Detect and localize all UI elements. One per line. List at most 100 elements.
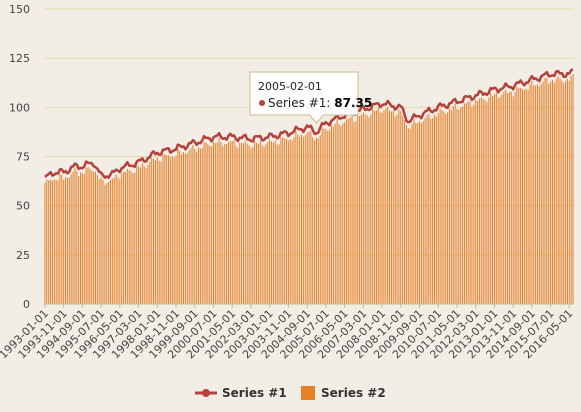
legend-label-series-2: Series #2 [321,386,386,400]
bar [252,146,254,304]
bar [50,179,52,304]
bar [417,123,419,305]
bar [246,143,248,304]
bar [233,139,235,304]
bar [160,161,162,304]
bar [179,151,181,304]
bar [555,78,557,304]
bar [447,112,449,305]
bar [531,80,533,305]
bar [293,137,295,304]
bar [403,120,406,305]
bar [315,137,318,304]
bar [477,100,479,304]
legend-marker-icon [202,389,210,397]
bar [115,174,117,304]
bar [263,147,265,304]
bar [389,110,391,304]
bar [85,167,87,304]
bar [239,142,241,304]
bar [495,93,497,305]
bar [536,84,538,304]
bar [342,123,344,304]
bar [364,114,366,305]
bar [330,125,332,304]
bar [212,142,215,304]
bar [454,103,456,304]
bar [508,92,510,305]
bar [503,91,505,304]
bar [312,137,314,304]
bar [102,179,104,304]
bar [533,85,535,304]
bar [286,138,288,304]
bar [349,117,351,304]
bar [437,113,439,305]
bar [546,78,548,304]
legend-bar-icon [301,386,315,400]
bar [96,175,98,304]
bar [289,139,291,304]
bar [214,143,216,304]
bar [222,146,224,304]
bar [254,140,256,304]
bar [514,92,516,305]
bar [257,143,259,304]
bar [98,179,100,304]
bar [359,116,361,304]
bar [505,89,507,305]
bar [130,171,132,304]
bar [360,114,362,304]
bar [132,173,134,304]
bar [411,124,413,304]
bar [104,184,106,304]
bar [220,142,222,304]
bar [70,174,72,304]
bar-series-2 [44,73,574,305]
bar [248,145,250,304]
legend-item-series-2[interactable]: Series #2 [301,386,386,400]
bar [183,152,185,304]
bar [66,177,68,304]
bar [334,123,336,304]
bar [355,121,357,305]
bar [471,107,473,305]
bar [445,113,447,304]
bar [205,142,207,304]
bar [529,84,531,304]
bar [521,89,524,304]
bar [563,83,565,304]
bar [280,137,282,304]
bar [497,98,499,304]
bar [162,155,164,304]
bar [379,112,381,304]
bar [553,82,555,304]
bar [398,109,400,304]
bar [250,148,252,304]
legend-item-series-1[interactable]: Series #1 [195,386,287,400]
bar [128,170,130,304]
bar [566,78,568,305]
bar [402,115,404,304]
bar [199,148,201,304]
bar [345,119,347,304]
bar [231,141,233,304]
legend: Series #1 Series #2 [195,386,386,400]
bar [74,168,76,304]
bar [282,137,284,304]
bar [523,89,525,305]
bar [139,167,141,304]
bar [413,118,415,304]
bar [229,141,231,304]
bar [299,136,301,304]
bar [372,108,374,304]
bar [121,173,123,304]
bar [203,142,205,304]
bar [300,134,303,304]
bar [390,111,392,304]
bar [197,147,200,304]
bar [154,160,156,304]
bar [512,96,514,304]
bar [507,93,509,305]
